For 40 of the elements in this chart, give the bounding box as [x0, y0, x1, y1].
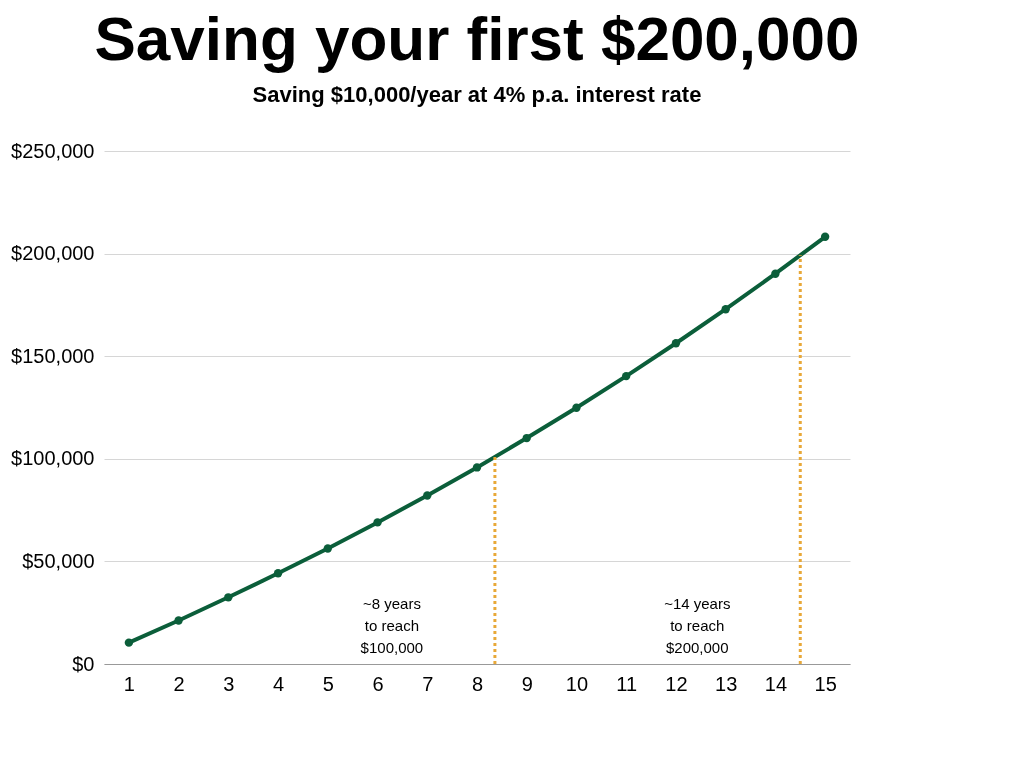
point [721, 305, 730, 314]
x-tick-label: 4 [273, 672, 285, 695]
x-tick-label: 2 [173, 672, 185, 695]
point [174, 616, 183, 625]
y-tick-label: $0 [72, 652, 95, 675]
chart-title: Saving your first $200,000 [94, 4, 860, 73]
y-tick-label: $100,000 [11, 447, 95, 470]
x-tick-label: 15 [814, 672, 837, 695]
y-tick-label: $200,000 [11, 242, 95, 265]
point [323, 544, 332, 553]
x-tick-label: 9 [521, 672, 533, 695]
y-tick-label: $150,000 [11, 344, 95, 367]
point [671, 339, 681, 348]
point [472, 463, 482, 472]
point [572, 403, 581, 412]
y-tick-label: $50,000 [22, 549, 95, 572]
x-tick-label: 14 [764, 672, 788, 695]
point [124, 638, 134, 647]
annotation: ~14 years to reach $200,000 [664, 595, 731, 656]
x-tick-label: 7 [422, 672, 434, 695]
x-tick-label: 11 [616, 672, 638, 695]
x-tick-label: 12 [665, 672, 688, 695]
point [224, 593, 233, 602]
x-tick-label: 1 [123, 672, 135, 695]
x-tick-label: 10 [565, 672, 589, 695]
point [423, 491, 432, 500]
y-tick-label: $250,000 [11, 139, 95, 162]
x-tick-label: 6 [372, 672, 384, 695]
chart-subtitle: Saving $10,000/year at 4% p.a. interest rate [252, 82, 702, 107]
point [820, 232, 830, 241]
x-tick-label: 8 [471, 672, 484, 695]
point [273, 569, 283, 578]
point [622, 371, 631, 381]
x-tick-label: 13 [715, 672, 738, 695]
point [522, 433, 531, 443]
annotation: ~8 years to reach $100,000 [360, 595, 424, 656]
x-tick-label: 5 [322, 672, 334, 695]
point [373, 518, 382, 527]
x-tick-label: 3 [223, 672, 235, 695]
point [771, 269, 780, 278]
